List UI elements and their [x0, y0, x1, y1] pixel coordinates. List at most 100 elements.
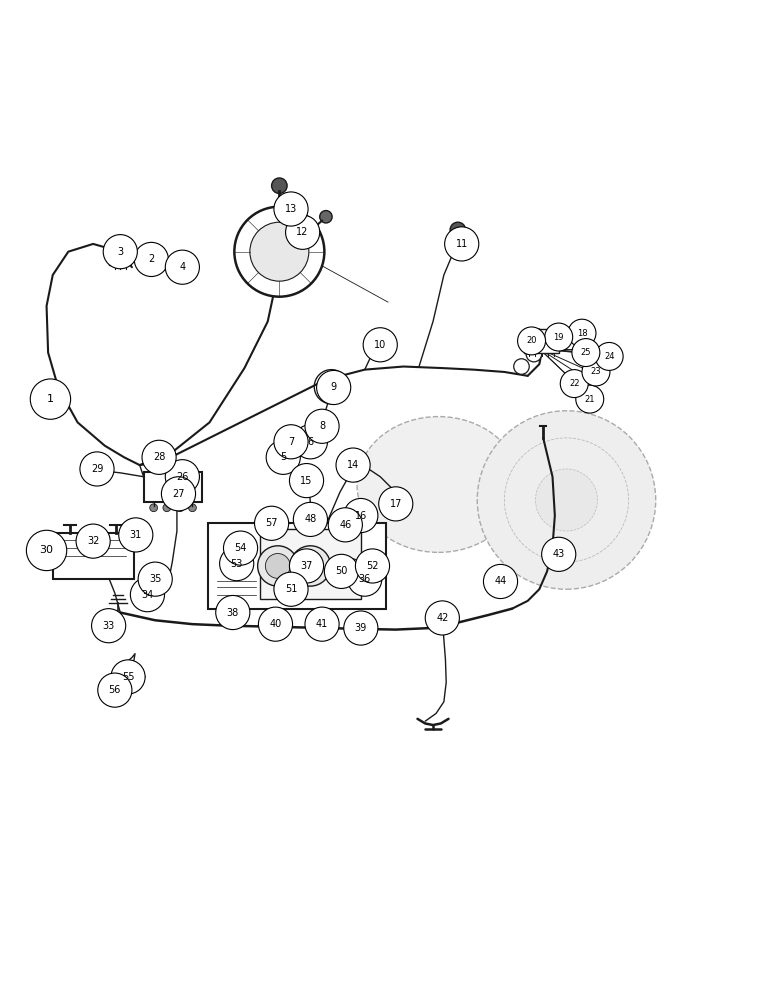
Text: 52: 52 — [366, 561, 379, 571]
Text: 48: 48 — [304, 514, 317, 524]
Text: 22: 22 — [569, 379, 580, 388]
Circle shape — [176, 504, 184, 512]
Circle shape — [324, 554, 359, 588]
Circle shape — [386, 496, 402, 512]
Circle shape — [284, 457, 290, 463]
Circle shape — [103, 235, 137, 269]
FancyBboxPatch shape — [524, 329, 559, 353]
Circle shape — [250, 222, 309, 281]
Circle shape — [518, 327, 546, 355]
Circle shape — [346, 559, 360, 573]
FancyBboxPatch shape — [144, 472, 202, 502]
Text: 17: 17 — [390, 499, 402, 509]
Circle shape — [150, 444, 168, 463]
FancyBboxPatch shape — [260, 529, 361, 599]
Circle shape — [293, 425, 327, 459]
Circle shape — [258, 546, 298, 586]
FancyBboxPatch shape — [233, 540, 255, 554]
Circle shape — [344, 498, 378, 533]
Circle shape — [111, 660, 145, 694]
Circle shape — [265, 554, 290, 578]
Text: 55: 55 — [122, 672, 134, 682]
Text: 23: 23 — [591, 367, 601, 376]
Circle shape — [220, 547, 254, 581]
Circle shape — [582, 358, 610, 386]
Circle shape — [355, 549, 390, 583]
Text: 50: 50 — [335, 566, 348, 576]
Text: 18: 18 — [577, 329, 587, 338]
Circle shape — [138, 562, 172, 596]
Circle shape — [76, 524, 110, 558]
Circle shape — [568, 319, 596, 347]
Circle shape — [352, 509, 367, 525]
Circle shape — [542, 537, 576, 571]
Circle shape — [163, 504, 171, 512]
Circle shape — [526, 346, 542, 362]
Circle shape — [378, 335, 389, 346]
Circle shape — [286, 215, 320, 249]
Circle shape — [338, 518, 352, 532]
Circle shape — [483, 564, 518, 599]
Circle shape — [182, 262, 193, 273]
Circle shape — [274, 425, 308, 459]
Text: 56: 56 — [109, 685, 121, 695]
Circle shape — [161, 477, 196, 511]
Circle shape — [305, 512, 319, 526]
Text: 11: 11 — [456, 239, 468, 249]
Text: 14: 14 — [347, 460, 359, 470]
Text: 35: 35 — [149, 574, 161, 584]
Text: 28: 28 — [153, 452, 165, 462]
Text: 53: 53 — [230, 559, 243, 569]
Circle shape — [545, 323, 573, 351]
Circle shape — [359, 571, 373, 585]
Circle shape — [535, 469, 598, 531]
Circle shape — [302, 471, 317, 486]
Circle shape — [305, 607, 339, 641]
Text: 20: 20 — [526, 336, 537, 345]
Circle shape — [298, 554, 323, 578]
Text: 3: 3 — [117, 247, 123, 257]
Circle shape — [143, 587, 155, 599]
Circle shape — [165, 460, 199, 494]
Circle shape — [346, 456, 362, 471]
Text: 40: 40 — [269, 619, 282, 629]
Circle shape — [30, 379, 71, 419]
Circle shape — [235, 540, 249, 554]
Circle shape — [576, 385, 604, 413]
Text: 33: 33 — [102, 621, 115, 631]
Text: 39: 39 — [355, 623, 367, 633]
Text: 24: 24 — [604, 352, 615, 361]
Circle shape — [379, 487, 413, 521]
Circle shape — [283, 584, 299, 599]
Circle shape — [258, 607, 293, 641]
Circle shape — [348, 562, 382, 596]
Text: 29: 29 — [91, 464, 103, 474]
Circle shape — [296, 446, 302, 453]
Circle shape — [363, 328, 397, 362]
FancyBboxPatch shape — [370, 335, 392, 353]
Circle shape — [293, 502, 327, 536]
Text: 19: 19 — [553, 333, 564, 342]
Text: 13: 13 — [285, 204, 297, 214]
Ellipse shape — [357, 417, 520, 552]
Text: 7: 7 — [288, 437, 294, 447]
Circle shape — [119, 518, 153, 552]
Circle shape — [289, 549, 324, 583]
Circle shape — [277, 578, 305, 606]
Circle shape — [142, 440, 176, 474]
Text: 43: 43 — [553, 549, 565, 559]
Circle shape — [223, 531, 258, 565]
Text: 51: 51 — [285, 584, 297, 594]
Circle shape — [98, 673, 132, 707]
Circle shape — [320, 211, 332, 223]
Circle shape — [26, 530, 67, 571]
Circle shape — [270, 617, 286, 633]
Circle shape — [586, 392, 597, 403]
Circle shape — [425, 601, 459, 635]
Text: 25: 25 — [580, 348, 591, 357]
Circle shape — [130, 525, 146, 540]
Circle shape — [477, 411, 656, 589]
Text: 21: 21 — [584, 395, 595, 404]
Text: 1: 1 — [47, 394, 54, 404]
Circle shape — [234, 207, 324, 297]
